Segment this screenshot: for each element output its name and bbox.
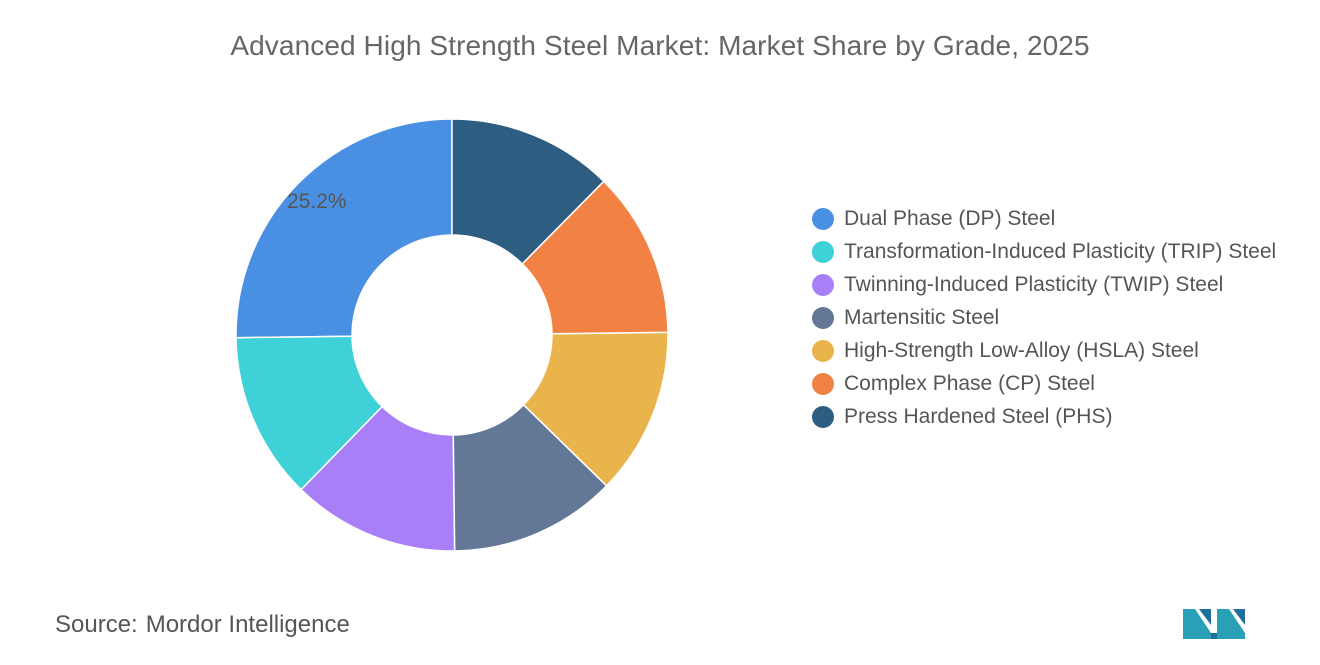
legend-swatch: [812, 274, 834, 296]
legend-swatch: [812, 406, 834, 428]
legend-item: High-Strength Low-Alloy (HSLA) Steel: [812, 337, 1282, 365]
source-value: Mordor Intelligence: [145, 611, 350, 638]
slice-press-hardened-steel-phs: [451, 118, 605, 265]
legend-swatch: [812, 208, 834, 230]
legend-item: Martensitic Steel: [812, 304, 1282, 332]
slice-dual-phase-dp-steel: [235, 118, 453, 339]
legend-label: Transformation-Induced Plasticity (TRIP)…: [844, 240, 1277, 263]
legend-label: Dual Phase (DP) Steel: [844, 207, 1056, 230]
chart-legend: Dual Phase (DP) Steel Transformation-Indu…: [812, 205, 1282, 436]
legend-swatch: [812, 340, 834, 362]
chart-title: Advanced High Strength Steel Market: Mar…: [230, 30, 1090, 61]
legend-swatch: [812, 307, 834, 329]
source-line: Source: Mordor Intelligence: [55, 611, 350, 639]
mordor-intelligence-logo-icon: [1183, 609, 1245, 639]
source-label: Source:: [55, 611, 138, 638]
legend-item: Transformation-Induced Plasticity (TRIP)…: [812, 238, 1282, 266]
legend-label: Press Hardened Steel (PHS): [844, 405, 1113, 428]
legend-label: High-Strength Low-Alloy (HSLA) Steel: [844, 339, 1199, 362]
legend-item: Complex Phase (CP) Steel: [812, 370, 1282, 398]
data-label: 25.2%: [287, 190, 347, 213]
legend-item: Dual Phase (DP) Steel: [812, 205, 1282, 233]
legend-item: Press Hardened Steel (PHS): [812, 403, 1282, 431]
legend-item: Twinning-Induced Plasticity (TWIP) Steel: [812, 271, 1282, 299]
legend-label: Martensitic Steel: [844, 306, 1000, 329]
legend-label: Complex Phase (CP) Steel: [844, 372, 1095, 395]
legend-swatch: [812, 241, 834, 263]
legend-label: Twinning-Induced Plasticity (TWIP) Steel: [844, 273, 1224, 296]
legend-swatch: [812, 373, 834, 395]
